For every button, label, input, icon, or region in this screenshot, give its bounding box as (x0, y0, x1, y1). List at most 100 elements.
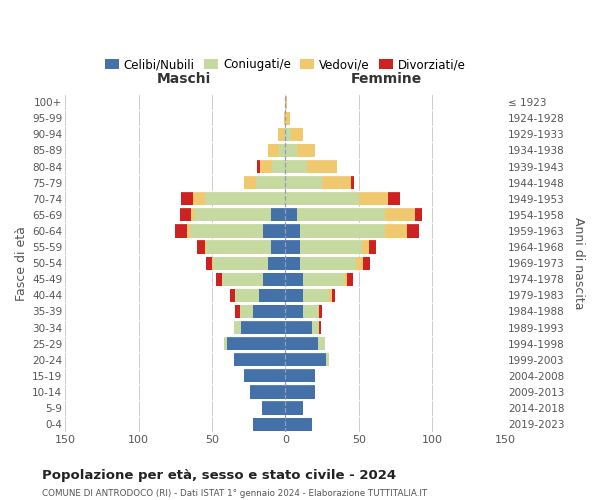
Bar (214, 256, 268, 270)
Bar (297, 208, 385, 222)
Bar (286, 176, 322, 190)
Bar (286, 160, 307, 173)
Y-axis label: Fasce di età: Fasce di età (15, 226, 28, 300)
Bar (352, 176, 355, 190)
Y-axis label: Anni di nascita: Anni di nascita (572, 217, 585, 310)
Bar (259, 289, 286, 302)
Bar (190, 224, 263, 237)
Bar (284, 112, 286, 125)
Bar (286, 272, 303, 286)
Bar (303, 272, 344, 286)
Bar (194, 208, 271, 222)
Bar (359, 192, 388, 205)
Bar (256, 176, 286, 190)
Text: Femmine: Femmine (351, 72, 422, 86)
Bar (307, 160, 337, 173)
Bar (206, 240, 271, 254)
Bar (385, 224, 407, 237)
Bar (222, 272, 263, 286)
Bar (253, 418, 286, 431)
Bar (286, 353, 326, 366)
Bar (250, 386, 286, 398)
Bar (230, 289, 235, 302)
Bar (286, 418, 312, 431)
Bar (300, 240, 362, 254)
Bar (263, 272, 286, 286)
Bar (297, 144, 315, 157)
Bar (286, 128, 291, 141)
Bar (212, 256, 214, 270)
Bar (260, 160, 272, 173)
Bar (319, 305, 322, 318)
Bar (329, 289, 332, 302)
Bar (326, 353, 329, 366)
Bar (286, 256, 300, 270)
Bar (240, 305, 253, 318)
Bar (312, 321, 319, 334)
Bar (224, 337, 227, 350)
Bar (415, 208, 422, 222)
Text: COMUNE DI ANTRODOCO (RI) - Dati ISTAT 1° gennaio 2024 - Elaborazione TUTTITALIA.: COMUNE DI ANTRODOCO (RI) - Dati ISTAT 1°… (42, 488, 427, 498)
Bar (197, 240, 205, 254)
Bar (322, 176, 352, 190)
Bar (278, 128, 284, 141)
Bar (319, 321, 320, 334)
Bar (303, 305, 317, 318)
Bar (268, 256, 286, 270)
Bar (217, 272, 222, 286)
Bar (193, 192, 205, 205)
Bar (291, 128, 303, 141)
Bar (235, 305, 240, 318)
Bar (286, 289, 303, 302)
Bar (205, 240, 206, 254)
Bar (280, 144, 286, 157)
Bar (263, 224, 286, 237)
Bar (362, 240, 369, 254)
Bar (286, 224, 300, 237)
Bar (205, 192, 286, 205)
Bar (317, 305, 319, 318)
Bar (181, 192, 193, 205)
Bar (253, 305, 286, 318)
Bar (244, 176, 256, 190)
Bar (286, 112, 290, 125)
Bar (300, 256, 356, 270)
Bar (284, 128, 286, 141)
Bar (241, 321, 286, 334)
Bar (257, 160, 260, 173)
Bar (262, 402, 286, 414)
Bar (206, 256, 212, 270)
Bar (244, 370, 286, 382)
Bar (286, 321, 312, 334)
Bar (271, 208, 286, 222)
Bar (317, 337, 325, 350)
Text: Popolazione per età, sesso e stato civile - 2024: Popolazione per età, sesso e stato civil… (42, 470, 396, 482)
Text: Maschi: Maschi (157, 72, 211, 86)
Bar (286, 305, 303, 318)
Bar (286, 402, 303, 414)
Bar (187, 224, 190, 237)
Bar (286, 96, 287, 109)
Bar (286, 192, 359, 205)
Bar (191, 208, 194, 222)
Bar (407, 224, 419, 237)
Bar (234, 321, 241, 334)
Bar (347, 272, 353, 286)
Bar (344, 272, 347, 286)
Bar (175, 224, 187, 237)
Bar (300, 224, 385, 237)
Bar (388, 192, 400, 205)
Bar (235, 289, 259, 302)
Bar (271, 240, 286, 254)
Bar (356, 256, 363, 270)
Bar (234, 353, 286, 366)
Bar (385, 208, 415, 222)
Bar (268, 144, 280, 157)
Bar (369, 240, 376, 254)
Bar (286, 337, 317, 350)
Bar (286, 144, 297, 157)
Bar (286, 240, 300, 254)
Bar (272, 160, 286, 173)
Bar (303, 289, 329, 302)
Bar (363, 256, 370, 270)
